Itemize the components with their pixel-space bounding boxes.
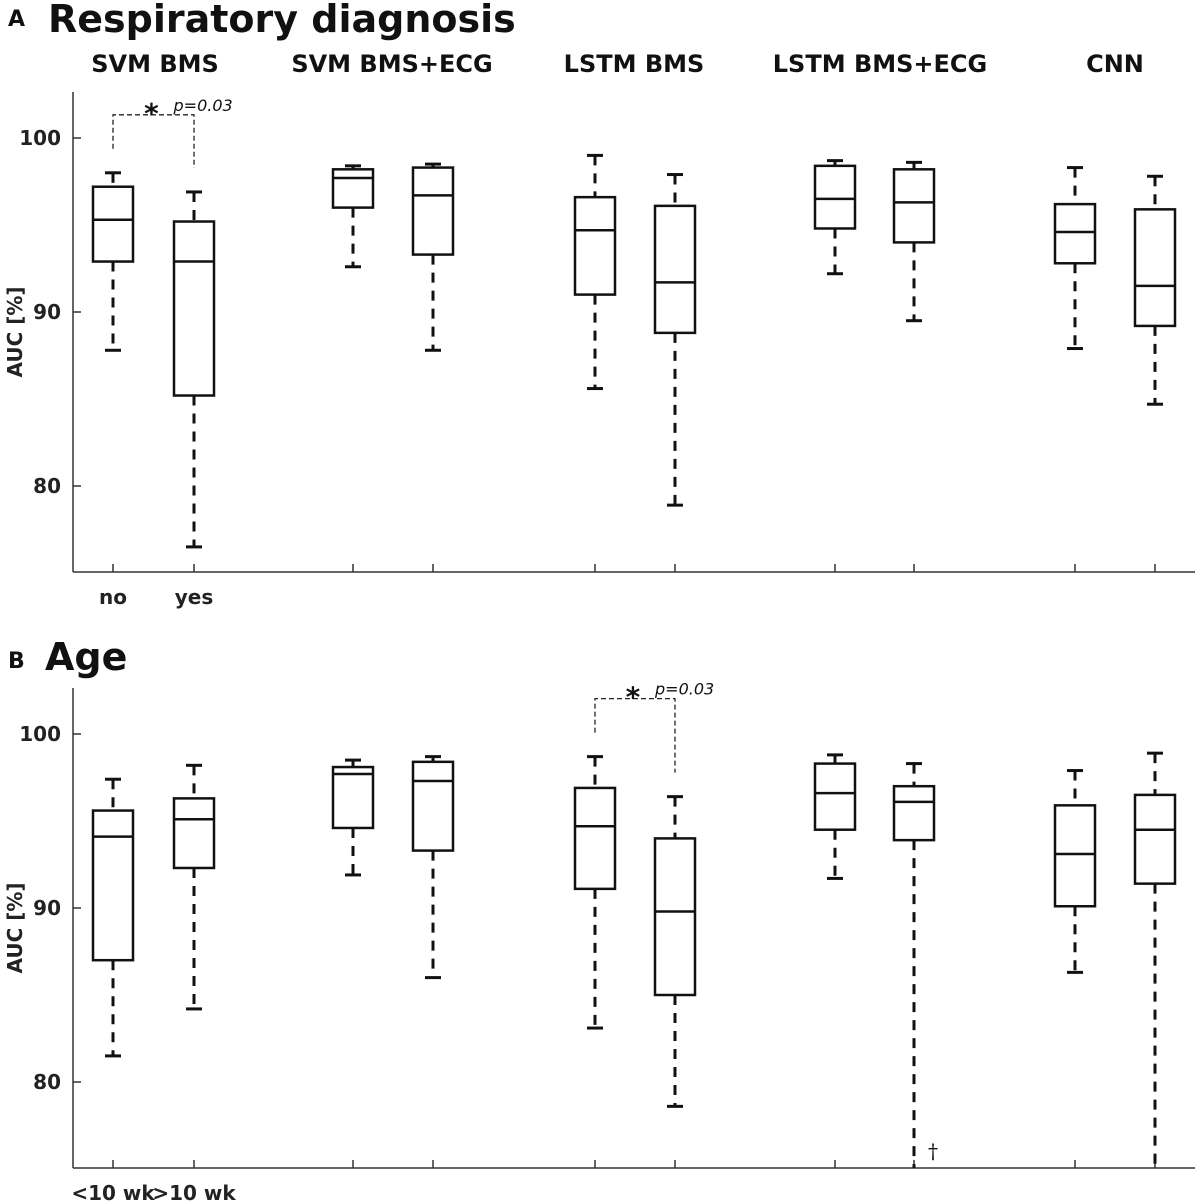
y-tick-label: 80 <box>33 474 61 498</box>
y-tick-label: 100 <box>19 126 61 150</box>
model-title: SVM BMS+ECG <box>291 50 492 78</box>
box-plot <box>411 755 455 980</box>
box-plot <box>813 753 857 880</box>
box-plot <box>1133 174 1177 406</box>
model-title: CNN <box>1086 50 1144 78</box>
iqr-box <box>653 204 697 335</box>
box-plot <box>172 763 216 1011</box>
box-plot <box>653 173 697 507</box>
box-plot <box>573 755 617 1030</box>
panel-letter: A <box>8 7 25 32</box>
iqr-box <box>172 797 216 870</box>
box-plot <box>892 762 936 1168</box>
box-plot <box>1133 751 1177 1166</box>
iqr-box <box>1133 793 1177 885</box>
iqr-box <box>331 168 375 209</box>
p-value-label: p=0.03 <box>173 96 233 115</box>
box-plot <box>411 162 455 352</box>
iqr-box <box>1053 202 1097 265</box>
panel-title: Respiratory diagnosis <box>48 0 516 41</box>
iqr-box <box>1133 208 1177 328</box>
x-category-label: <10 wk <box>71 1181 155 1204</box>
significance-star: * <box>144 97 159 130</box>
significance-bracket: * p=0.03 <box>594 680 714 773</box>
bracket-line <box>112 114 195 168</box>
box-plot <box>331 758 375 877</box>
box-plot <box>573 153 617 391</box>
y-tick-label: 80 <box>33 1070 61 1094</box>
panel-title: Age <box>45 635 127 679</box>
box-plot <box>1053 166 1097 351</box>
model-title: SVM BMS <box>91 50 219 78</box>
box-plot <box>813 159 857 276</box>
iqr-box <box>892 168 936 244</box>
y-tick-label: 100 <box>19 722 61 746</box>
iqr-box <box>573 786 617 891</box>
panel-letter: B <box>8 649 25 674</box>
x-category-label: yes <box>175 585 214 609</box>
iqr-box <box>892 784 936 842</box>
y-axis-label: AUC [%] <box>3 286 27 377</box>
significance-star: * <box>626 681 641 714</box>
dagger-annotation: † <box>928 1139 938 1163</box>
iqr-box <box>172 220 216 397</box>
box-plot <box>172 190 216 549</box>
iqr-box <box>813 762 857 831</box>
box-plot <box>91 777 135 1058</box>
box-plot <box>91 171 135 352</box>
panel-a: A Respiratory diagnosis SVM BMS SVM BMS+ECG… <box>3 0 1195 609</box>
iqr-box <box>411 760 455 852</box>
iqr-box <box>573 195 617 296</box>
box-plot <box>331 164 375 269</box>
p-value-label: p=0.03 <box>654 680 714 699</box>
iqr-box <box>331 765 375 830</box>
bracket-line <box>594 697 676 773</box>
box-plot <box>892 160 936 323</box>
model-title: LSTM BMS+ECG <box>773 50 987 78</box>
x-category-label: >10 wk <box>152 1181 236 1204</box>
significance-bracket: * p=0.03 <box>112 96 233 168</box>
iqr-box <box>91 185 135 263</box>
iqr-box <box>813 164 857 230</box>
panel-b: B Age 80 90 100 AUC [%] <10 wk>10 wk * p=0.03 † <box>3 635 1195 1204</box>
y-axis-label: AUC [%] <box>3 882 27 973</box>
iqr-box <box>91 809 135 962</box>
iqr-box <box>653 837 697 997</box>
iqr-box <box>1053 804 1097 908</box>
model-title: LSTM BMS <box>564 50 705 78</box>
box-plot <box>653 795 697 1108</box>
y-tick-label: 90 <box>33 300 61 324</box>
x-category-label: no <box>99 585 127 609</box>
iqr-box <box>411 166 455 256</box>
box-plot <box>1053 769 1097 974</box>
y-tick-label: 90 <box>33 896 61 920</box>
